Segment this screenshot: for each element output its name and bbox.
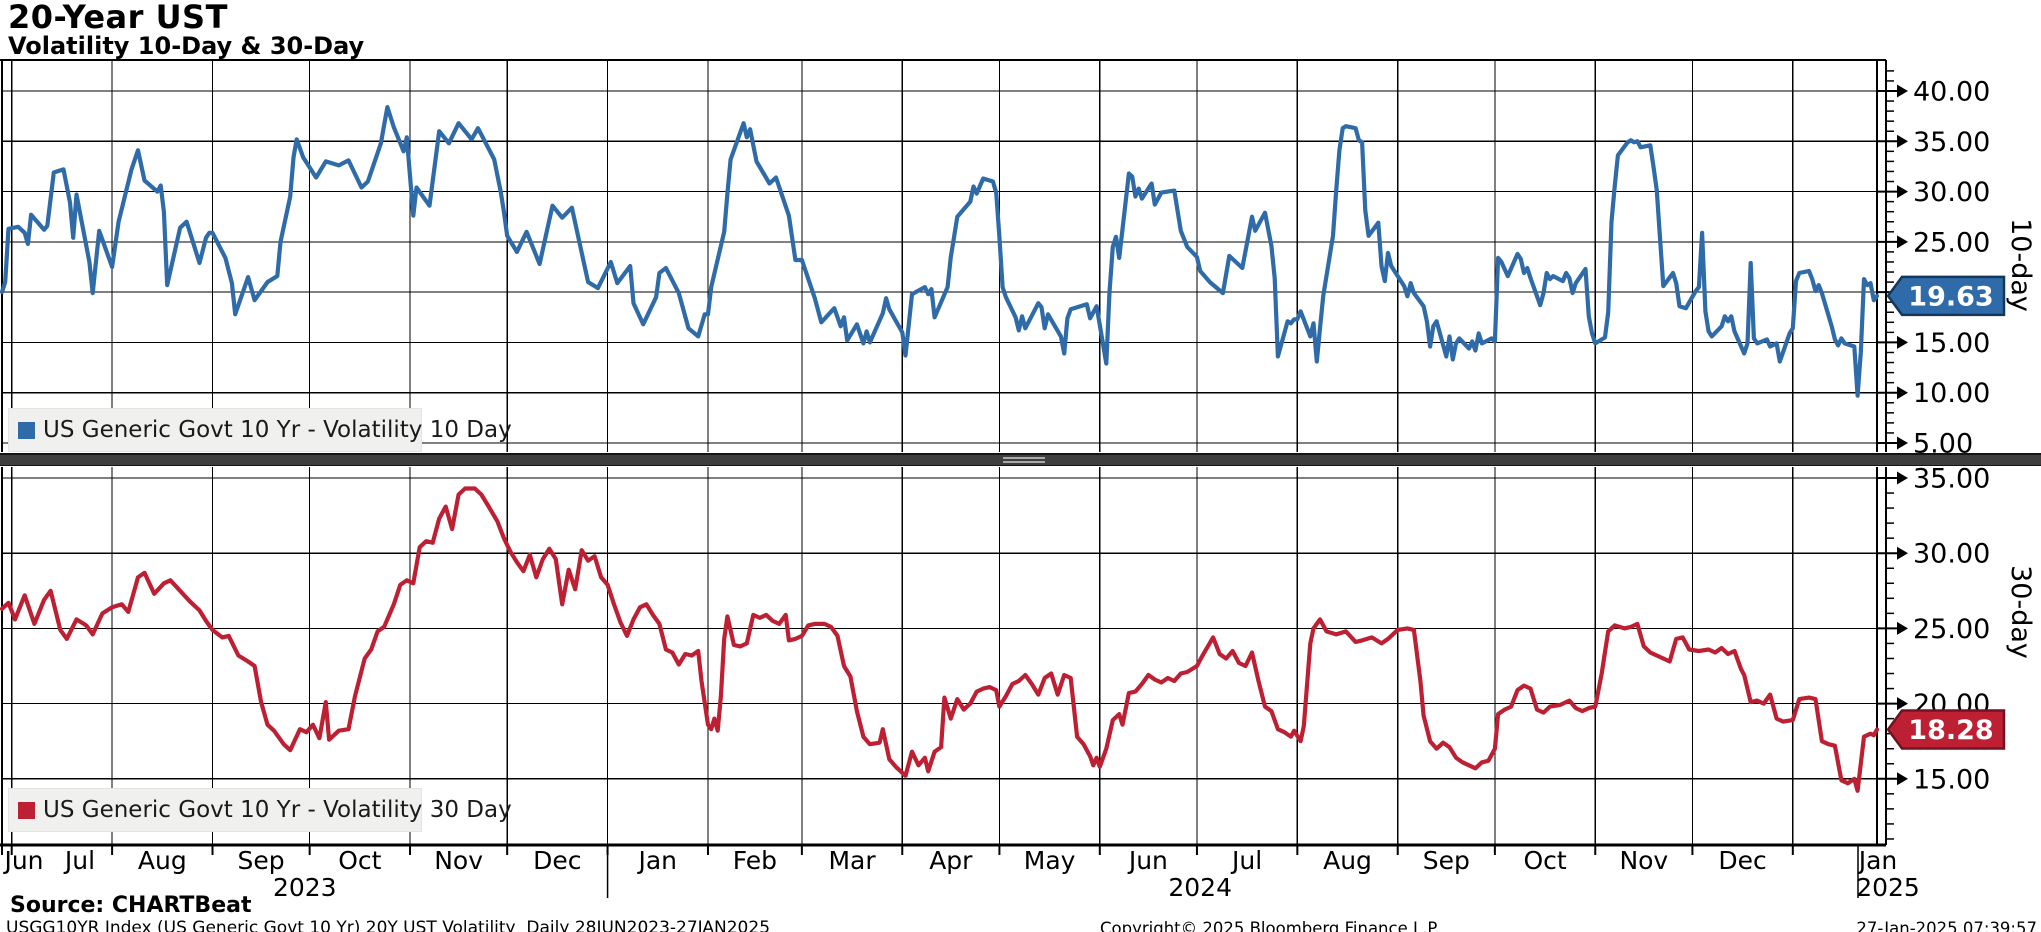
month-label: Jul xyxy=(63,846,95,875)
month-label: Oct xyxy=(338,846,381,875)
month-label: Jul xyxy=(1230,846,1262,875)
month-label: Nov xyxy=(1619,846,1668,875)
source-label: Source: CHARTBeat xyxy=(10,893,252,918)
panel-divider[interactable] xyxy=(0,453,2041,466)
legend-vol30-label: US Generic Govt 10 Yr - Volatility 30 Da… xyxy=(43,797,512,823)
y-tick-label: 30.00 xyxy=(1913,177,1990,208)
year-label: 2023 xyxy=(273,873,337,902)
month-label: May xyxy=(1024,846,1076,875)
y-tick-label: 15.00 xyxy=(1913,328,1990,359)
y-tick-label: 30.00 xyxy=(1913,539,1990,570)
y-tick-label: 10.00 xyxy=(1913,378,1990,409)
month-label: Dec xyxy=(533,846,581,875)
page-subtitle: Volatility 10-Day & 30-Day xyxy=(8,32,365,60)
axis-title-10day: 10-day xyxy=(2005,218,2036,312)
page-title: 20-Year UST xyxy=(8,0,228,36)
month-label: Jan xyxy=(636,846,677,875)
y-tick-label: 25.00 xyxy=(1913,614,1990,645)
time-axis: Jun Jul Aug Sep Oct Nov Dec Jan Feb Mar Apr May Jun J… xyxy=(0,843,1920,902)
month-label: Aug xyxy=(138,846,187,875)
month-label: Feb xyxy=(733,846,777,875)
legend-vol30[interactable]: US Generic Govt 10 Yr - Volatility 30 Da… xyxy=(8,788,512,832)
axis-title-30day: 30-day xyxy=(2005,565,2036,659)
divider-grip-icon[interactable] xyxy=(1003,457,1045,463)
y-tick-label: 35.00 xyxy=(1913,127,1990,158)
month-label: Apr xyxy=(929,846,973,875)
y-tick-label: 40.00 xyxy=(1913,77,1990,108)
month-label: Sep xyxy=(238,846,285,875)
month-label: Nov xyxy=(434,846,483,875)
month-label: Aug xyxy=(1323,846,1372,875)
month-label: Dec xyxy=(1718,846,1766,875)
month-label: Mar xyxy=(828,846,876,875)
year-label: 2024 xyxy=(1168,873,1232,902)
y-tick-label: 35.00 xyxy=(1913,464,1990,495)
y-tick-label: 15.00 xyxy=(1913,764,1990,795)
timestamp-label: 27-Jan-2025 07:39:57 xyxy=(1856,919,2037,932)
legend-vol10-label: US Generic Govt 10 Yr - Volatility 10 Da… xyxy=(43,417,512,443)
year-label: 2025 xyxy=(1856,873,1920,902)
month-label: Jun xyxy=(1127,846,1168,875)
month-label: Jun xyxy=(2,846,43,875)
month-label: Jan xyxy=(1857,846,1898,875)
vol30-series-line[interactable] xyxy=(0,486,1880,793)
last-value-text: 19.63 xyxy=(1908,281,1993,312)
vol10-series-line[interactable] xyxy=(0,104,1880,398)
y-tick-label: 25.00 xyxy=(1913,227,1990,258)
legend-vol10[interactable]: US Generic Govt 10 Yr - Volatility 10 Da… xyxy=(8,408,512,452)
last-value-text: 18.28 xyxy=(1908,715,1993,746)
month-label: Oct xyxy=(1523,846,1566,875)
vol30-swatch-icon xyxy=(18,801,35,819)
month-label: Sep xyxy=(1423,846,1470,875)
security-description: USGG10YR Index (US Generic Govt 10 Yr) 2… xyxy=(6,918,771,932)
vol10-last-value-badge[interactable]: 19.63 xyxy=(1886,275,2006,317)
vol30-last-value-badge[interactable]: 18.28 xyxy=(1886,709,2006,750)
copyright-label: Copyright© 2025 Bloomberg Finance L.P. xyxy=(1100,919,1441,932)
vol10-swatch-icon xyxy=(18,421,35,439)
